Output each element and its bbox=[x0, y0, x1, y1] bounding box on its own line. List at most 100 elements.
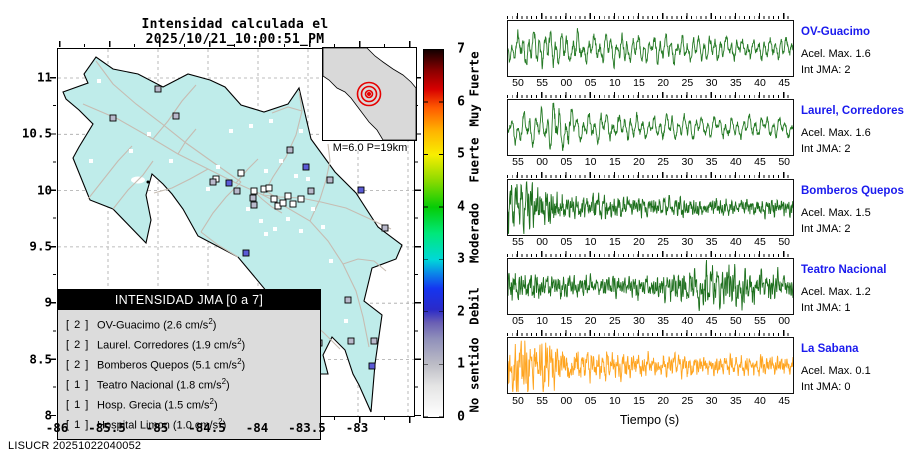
tick-label: 00 bbox=[778, 315, 791, 327]
map-title: Intensidad calculada el 2025/10/21_10:00… bbox=[141, 17, 329, 47]
tick-label: -83.5 bbox=[288, 420, 326, 435]
tick-label: 10 bbox=[584, 156, 597, 168]
tick-label: 20 bbox=[657, 77, 670, 89]
tick-label: 25 bbox=[657, 156, 670, 168]
magnitude-depth-label: M=6.0 P=19km bbox=[332, 142, 408, 154]
tick-label: 6 bbox=[457, 94, 465, 110]
tick-label: 00 bbox=[560, 77, 573, 89]
legend-title: INTENSIDAD JMA [0 a 7] bbox=[58, 290, 320, 310]
tick-label: 55 bbox=[512, 156, 524, 168]
legend-row: [ 1 ] Hospital Limon (1.0 cm/s2) bbox=[66, 416, 227, 432]
trace-panel-5 bbox=[507, 337, 794, 394]
colorbar-category-label: Moderado bbox=[466, 202, 482, 264]
tick-label: 40 bbox=[729, 156, 742, 168]
acel-max-label: Acel. Max. 1.6 bbox=[801, 127, 871, 139]
trace-ticks-5 bbox=[507, 330, 792, 336]
epicenter-rings-icon bbox=[356, 81, 382, 106]
trace-ticks-2 bbox=[507, 92, 792, 98]
legend-row: [ 2 ] Bomberos Quepos (5.1 cm/s2) bbox=[66, 356, 246, 372]
tick-label: 15 bbox=[608, 156, 621, 168]
tick-label: 35 bbox=[657, 315, 670, 327]
longitude-axis-labels: -86 -85.5 -85 -84.5 -84 -83.5 -83 bbox=[46, 420, 413, 435]
tick-label: 05 bbox=[584, 77, 597, 89]
waveform-trace bbox=[508, 259, 793, 312]
tick-label: 40 bbox=[681, 315, 694, 327]
tick-label: 05 bbox=[560, 236, 573, 248]
tick-label: 0 bbox=[457, 409, 465, 424]
tick-label: -84.5 bbox=[188, 420, 226, 435]
tick-label: 30 bbox=[633, 315, 645, 327]
tick-label: 55 bbox=[536, 395, 549, 407]
tick-label: 45 bbox=[754, 156, 766, 168]
trace-panel-4 bbox=[507, 258, 794, 315]
tick-label: 30 bbox=[705, 77, 718, 89]
tick-label: 8.5 bbox=[29, 351, 52, 366]
colorbar-category-label: Debil bbox=[466, 287, 482, 326]
tick-label: 5 bbox=[457, 146, 465, 162]
tick-label: 35 bbox=[729, 395, 742, 407]
tick-label: 20 bbox=[633, 236, 645, 248]
tick-label: 8 bbox=[44, 407, 52, 423]
tick-label: 30 bbox=[705, 395, 718, 407]
tick-label: 55 bbox=[512, 236, 524, 248]
trace-time-labels-2: 55 00 05 10 15 20 25 30 35 40 45 50 bbox=[508, 156, 793, 168]
tick-label: 10 bbox=[584, 236, 597, 248]
inset-svg bbox=[322, 47, 417, 140]
tick-label: 25 bbox=[681, 395, 694, 407]
colorbar-category-label: No sentido bbox=[466, 336, 482, 413]
tick-label: 50 bbox=[512, 77, 524, 89]
colorbar-tick-labels: 0 1 2 3 4 5 6 7 bbox=[449, 42, 465, 424]
station-block-4: Teatro Nacional Acel. Max. 1.2 Int JMA: … bbox=[801, 264, 910, 314]
trace-ticks-4 bbox=[507, 251, 792, 257]
int-jma-label: Int JMA: 0 bbox=[801, 381, 851, 393]
time-axis-label: Tiempo (s) bbox=[619, 413, 680, 427]
tick-label: 4 bbox=[457, 199, 465, 215]
tick-label: 10 bbox=[608, 77, 621, 89]
waveform-trace bbox=[508, 180, 793, 235]
markers-int2 bbox=[225, 163, 376, 370]
tick-label: 20 bbox=[633, 156, 645, 168]
tick-label: 00 bbox=[536, 156, 549, 168]
legend-row: [ 2 ] Laurel. Corredores (1.9 cm/s2) bbox=[66, 336, 246, 352]
tick-label: -85 bbox=[145, 420, 169, 435]
tick-label: 05 bbox=[584, 395, 597, 407]
trace-time-labels-4: 05 10 15 20 25 30 35 40 45 50 55 00 bbox=[508, 315, 793, 327]
legend-row: [ 2 ] OV-Guacimo (2.6 cm/s2) bbox=[66, 316, 217, 332]
colorbar-category-label: Fuerte bbox=[466, 137, 482, 183]
station-name: Teatro Nacional bbox=[801, 264, 887, 276]
tick-label: 9 bbox=[44, 294, 52, 310]
tick-label: 10 bbox=[608, 395, 621, 407]
waveform-teatro-nacional bbox=[508, 259, 793, 312]
intensity-colorbar bbox=[423, 48, 444, 418]
acel-max-label: Acel. Max. 1.5 bbox=[801, 207, 871, 219]
tick-label: 35 bbox=[705, 156, 718, 168]
waveform-bomberos-quepos bbox=[508, 180, 793, 235]
int-jma-label: Int JMA: 2 bbox=[801, 143, 851, 155]
tick-label: -83 bbox=[345, 420, 369, 435]
tick-label: 50 bbox=[778, 156, 791, 168]
int-jma-label: Int JMA: 2 bbox=[801, 223, 851, 235]
tick-label: 35 bbox=[729, 77, 742, 89]
tick-label: 25 bbox=[681, 77, 694, 89]
trace-panel-2 bbox=[507, 99, 794, 156]
tick-label: 40 bbox=[754, 77, 766, 89]
markers-int1 bbox=[109, 85, 389, 347]
trace-time-labels-3: 55 00 05 10 15 20 25 30 35 40 45 50 bbox=[508, 236, 793, 248]
station-name: Bomberos Quepos bbox=[801, 185, 904, 197]
tick-label: 55 bbox=[536, 77, 549, 89]
station-name: OV-Guacimo bbox=[801, 26, 871, 38]
station-block-2: Laurel, Corredores Acel. Max. 1.6 Int JM… bbox=[801, 105, 910, 155]
waveform-trace bbox=[508, 102, 793, 152]
colorbar-category-label: Muy Fuerte bbox=[466, 51, 482, 127]
acel-max-label: Acel. Max. 1.6 bbox=[801, 48, 871, 60]
waveform-ov-guacimo bbox=[508, 28, 793, 70]
legend-rows: [ 2 ] OV-Guacimo (2.6 cm/s2) [ 2 ] Laurel… bbox=[58, 310, 320, 439]
tick-label: 40 bbox=[754, 395, 766, 407]
tick-label: 20 bbox=[657, 395, 670, 407]
acel-max-label: Acel. Max. 0.1 bbox=[801, 365, 871, 377]
tick-label: 50 bbox=[729, 315, 742, 327]
tick-label: -84 bbox=[245, 420, 269, 435]
tick-label: 10 bbox=[36, 182, 52, 198]
waveform-trace bbox=[508, 340, 793, 393]
tick-label: 00 bbox=[536, 236, 549, 248]
